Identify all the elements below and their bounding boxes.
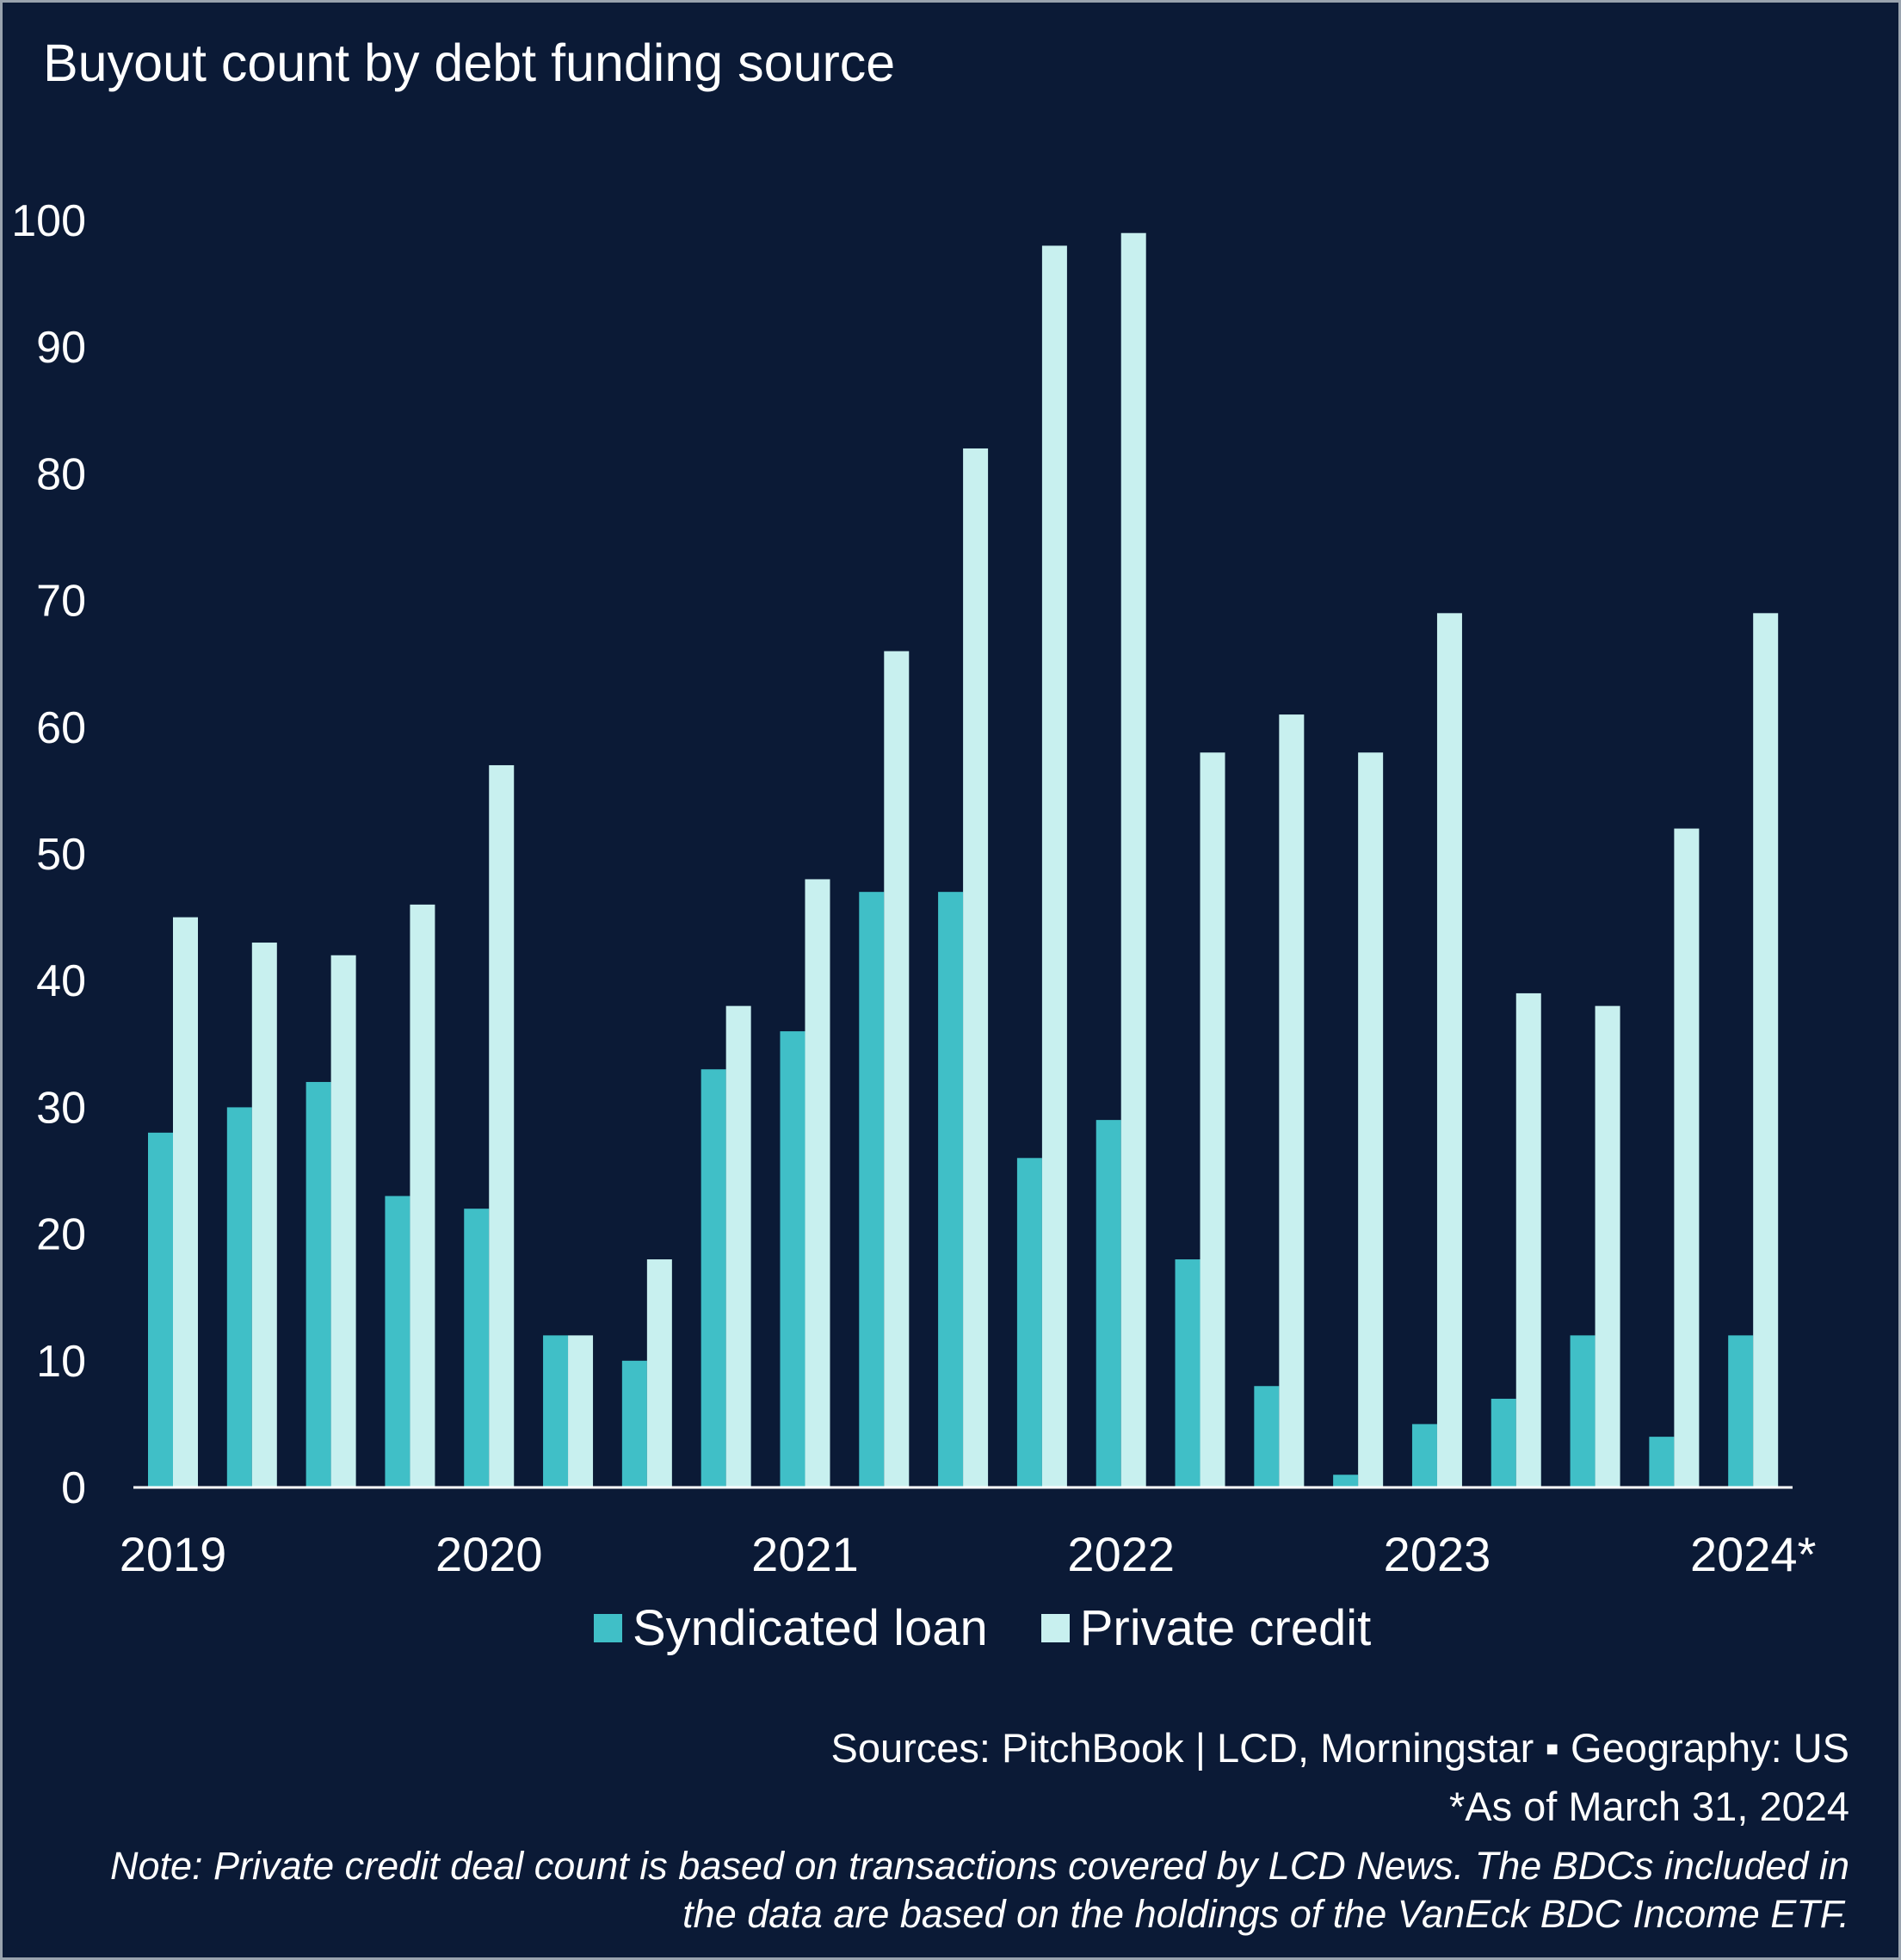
y-tick-label: 10	[36, 1337, 86, 1387]
syndicated-loan-bar	[306, 1081, 331, 1487]
y-tick-label: 50	[36, 830, 86, 880]
footnote-line-1: Note: Private credit deal count is based…	[109, 1844, 1849, 1888]
legend-swatch-private-credit	[1040, 1614, 1070, 1642]
y-tick-label: 60	[36, 703, 86, 753]
private-credit-bar	[330, 955, 356, 1487]
private-credit-bar	[568, 1335, 594, 1487]
syndicated-loan-bar	[859, 892, 885, 1487]
private-credit-bar	[1120, 232, 1146, 1488]
private-credit-bar	[173, 917, 198, 1487]
private-credit-bar	[805, 879, 830, 1487]
private-credit-bar	[884, 651, 910, 1487]
legend-item-syndicated-loan: Syndicated loan	[594, 1599, 988, 1657]
y-tick-label: 100	[11, 196, 86, 246]
syndicated-loan-bar	[1333, 1475, 1359, 1487]
syndicated-loan-bar	[1175, 1259, 1200, 1487]
x-tick-label: 2020	[435, 1527, 543, 1581]
syndicated-loan-bar	[464, 1209, 490, 1487]
private-credit-bar	[1200, 752, 1225, 1487]
y-tick-label: 40	[36, 956, 86, 1006]
legend-label-private-credit: Private credit	[1079, 1600, 1372, 1656]
as-of-text: *As of March 31, 2024	[1448, 1784, 1849, 1829]
footnote: Note: Private credit deal count is based…	[8, 1842, 1849, 1938]
syndicated-loan-bar	[385, 1196, 410, 1487]
private-credit-bar	[725, 1005, 751, 1487]
source-text: Sources: PitchBook | LCD, Morningstar ▪ …	[830, 1725, 1850, 1771]
syndicated-loan-bar	[701, 1069, 726, 1487]
y-tick-label: 90	[36, 323, 86, 373]
syndicated-loan-bar	[1649, 1437, 1675, 1487]
bars	[148, 232, 1779, 1488]
legend-label-syndicated-loan: Syndicated loan	[633, 1600, 988, 1656]
y-tick-label: 20	[36, 1210, 86, 1260]
x-axis-ticks: 2019 2020 2021 2022 2023 2024*	[120, 1527, 1817, 1581]
private-credit-bar	[1753, 613, 1779, 1487]
syndicated-loan-bar	[621, 1360, 647, 1487]
private-credit-bar	[1041, 245, 1067, 1488]
x-tick-label: 2022	[1067, 1527, 1175, 1581]
y-tick-label: 70	[36, 577, 86, 627]
private-credit-bar	[1515, 992, 1541, 1487]
syndicated-loan-bar	[1570, 1335, 1595, 1487]
syndicated-loan-bar	[1728, 1335, 1754, 1487]
syndicated-loan-bar	[226, 1107, 252, 1487]
syndicated-loan-bar	[543, 1335, 569, 1487]
footnote-line-2: the data are based on the holdings of th…	[682, 1892, 1849, 1936]
syndicated-loan-bar	[148, 1132, 173, 1487]
private-credit-bar	[1595, 1005, 1620, 1487]
y-tick-label: 30	[36, 1083, 86, 1133]
private-credit-bar	[646, 1259, 672, 1487]
private-credit-bar	[1279, 714, 1305, 1487]
syndicated-loan-bar	[780, 1031, 805, 1487]
syndicated-loan-bar	[1491, 1398, 1516, 1487]
x-tick-label: 2024*	[1690, 1527, 1816, 1581]
chart-legend: Syndicated loan Private credit	[594, 1599, 1424, 1657]
syndicated-loan-bar	[938, 892, 964, 1487]
syndicated-loan-bar	[1016, 1158, 1042, 1487]
private-credit-bar	[1674, 828, 1700, 1487]
syndicated-loan-bar	[1411, 1424, 1437, 1487]
private-credit-bar	[963, 448, 989, 1488]
x-tick-label: 2023	[1384, 1527, 1491, 1581]
chart-title: Buyout count by debt funding source	[43, 34, 896, 92]
syndicated-loan-bar	[1096, 1120, 1121, 1487]
private-credit-bar	[1358, 752, 1384, 1487]
private-credit-bar	[410, 904, 435, 1487]
private-credit-bar	[251, 943, 277, 1487]
y-axis-ticks: 0 10 20 30 40 50 60 70 80 90 100	[11, 196, 86, 1513]
legend-swatch-syndicated-loan	[594, 1614, 622, 1642]
x-tick-label: 2019	[120, 1527, 227, 1581]
legend-item-private-credit: Private credit	[1040, 1599, 1372, 1657]
syndicated-loan-bar	[1254, 1386, 1280, 1487]
x-tick-label: 2021	[751, 1527, 859, 1581]
y-tick-label: 0	[61, 1463, 86, 1513]
private-credit-bar	[489, 764, 515, 1487]
y-tick-label: 80	[36, 449, 86, 499]
private-credit-bar	[1436, 613, 1462, 1487]
